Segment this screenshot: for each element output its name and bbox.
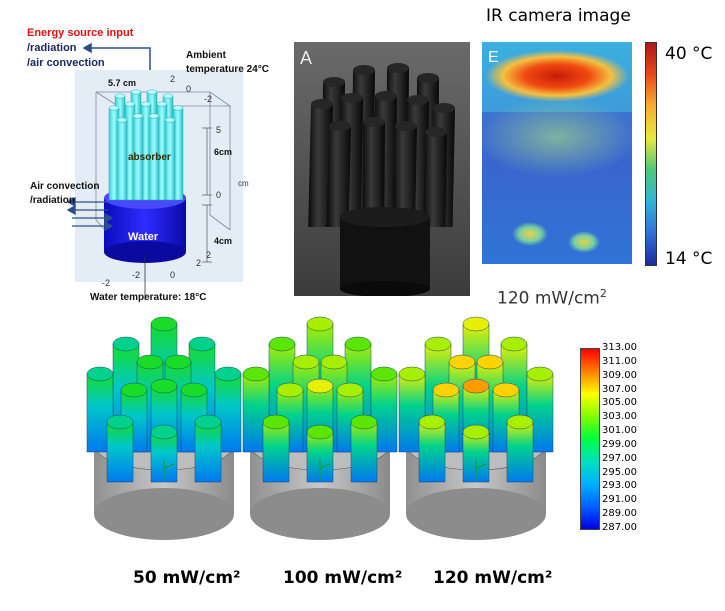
ir-image-panel: E xyxy=(482,42,632,264)
absorber-label: absorber xyxy=(128,152,171,163)
axis-ticks: 2 0 -2 5 0 2 2 -2 0 -2 xyxy=(102,74,221,288)
axis-tick: -2 xyxy=(204,94,212,104)
schematic-panel: Energy source input /radiation /air conv… xyxy=(0,0,290,310)
axis-glyph xyxy=(163,460,175,480)
colorbar-tick-label: 303.00 xyxy=(602,411,637,423)
simulation-rod xyxy=(418,414,446,483)
water-temperature-label: Water temperature: 18°C xyxy=(90,292,206,303)
simulation-render xyxy=(398,316,554,540)
absorber-rod xyxy=(116,117,128,201)
axis-tick: -2 xyxy=(102,278,110,288)
simulation-rod xyxy=(194,414,222,483)
colorbar-tick-label: 307.00 xyxy=(602,383,637,395)
simulation-rod xyxy=(242,366,270,453)
black-absorber-rods xyxy=(308,63,455,227)
energy-arrow xyxy=(82,42,151,70)
height-absorber-label: 6cm xyxy=(214,147,232,157)
black-rod xyxy=(326,121,351,227)
axis-glyph xyxy=(319,460,331,480)
colorbar-tick-label: 313.00 xyxy=(602,342,637,353)
device-photo: A xyxy=(294,42,470,296)
water-label: Water xyxy=(128,231,159,243)
ambient-line-1: Ambient xyxy=(186,50,227,61)
simulation-render xyxy=(242,316,398,540)
black-rod xyxy=(393,121,417,227)
colorbar-tick-label: 309.00 xyxy=(602,369,637,381)
ir-heatmap: E xyxy=(482,42,632,264)
schematic-diagram: Energy source input /radiation /air conv… xyxy=(27,27,269,303)
black-rod xyxy=(423,127,447,227)
colorbar-tick-label: 291.00 xyxy=(602,494,637,506)
width-label: 5.7 cm xyxy=(108,78,136,88)
axis-tick: 2 xyxy=(170,74,175,84)
dimension-marks xyxy=(202,127,212,263)
black-rod xyxy=(362,117,385,227)
colorbar-tick-label: 311.00 xyxy=(602,355,637,367)
colorbar-tick-label: 299.00 xyxy=(602,438,637,450)
ambient-line-2: temperature 24°C xyxy=(186,64,269,75)
colorbar-tick-label: 287.00 xyxy=(602,522,637,533)
simulation-label-1: 50 mW/cm² xyxy=(133,568,241,588)
ir-colorbar xyxy=(645,42,657,266)
air-line-1: Air convection xyxy=(30,181,99,192)
simulation-colorbar xyxy=(580,348,600,530)
axis-glyph xyxy=(475,460,487,480)
black-rod xyxy=(308,99,333,227)
device-photo-panel: A xyxy=(294,42,470,296)
absorber-rods xyxy=(108,89,184,201)
colorbar-tick-label: 289.00 xyxy=(602,508,637,520)
absorber-rod xyxy=(108,105,120,201)
axis-unit-label: cm xyxy=(238,179,249,188)
colorbar-tick-label: 295.00 xyxy=(602,466,637,478)
axis-tick: 0 xyxy=(216,190,221,200)
energy-title: Energy source input xyxy=(27,27,134,39)
simulation-rod xyxy=(262,414,290,483)
ir-min-label: 14 °C xyxy=(665,249,713,269)
height-water-label: 4cm xyxy=(214,236,232,246)
simulation-rod xyxy=(350,414,378,483)
ir-max-label: 40 °C xyxy=(665,44,713,64)
simulation-rod xyxy=(106,414,134,483)
ir-panel-letter: E xyxy=(488,49,499,66)
colorbar-tick-label: 297.00 xyxy=(602,452,637,464)
axis-tick: 5 xyxy=(216,125,221,135)
simulation-row xyxy=(0,312,725,562)
simulation-renders xyxy=(86,316,554,540)
colorbar-tick-label: 293.00 xyxy=(602,480,637,492)
ir-power-label: 120 mW/cm2 xyxy=(497,287,607,309)
ir-title: IR camera image xyxy=(486,6,631,26)
air-line-2: /radiation xyxy=(30,195,75,206)
energy-line-2: /air convection xyxy=(27,57,105,69)
absorber-rod xyxy=(132,113,144,201)
colorbar-tick-label: 301.00 xyxy=(602,425,637,437)
simulation-rod xyxy=(506,414,534,483)
axis-tick: 0 xyxy=(170,270,175,280)
photo-panel-letter: A xyxy=(300,48,312,68)
axis-tick: 0 xyxy=(186,84,191,94)
simulation-label-3: 120 mW/cm² xyxy=(433,568,553,588)
ir-power-sup: 2 xyxy=(599,287,607,300)
black-water-container xyxy=(340,217,430,289)
axis-tick: 2 xyxy=(196,258,201,268)
absorber-rod xyxy=(148,113,160,201)
colorbar-tick-label: 305.00 xyxy=(602,397,637,409)
ir-power-value: 120 mW/cm xyxy=(497,288,600,309)
axis-tick: -2 xyxy=(132,270,140,280)
simulation-colorbar-ticks: 313.00 311.00 309.00 307.00 305.00 303.00 301.… xyxy=(602,342,662,534)
absorber-rod xyxy=(164,117,176,201)
simulation-label-2: 100 mW/cm² xyxy=(283,568,403,588)
energy-line-1: /radiation xyxy=(27,42,77,54)
simulation-render xyxy=(86,316,242,540)
air-convection-arrows xyxy=(66,196,114,232)
axis-tick: 2 xyxy=(206,250,211,260)
